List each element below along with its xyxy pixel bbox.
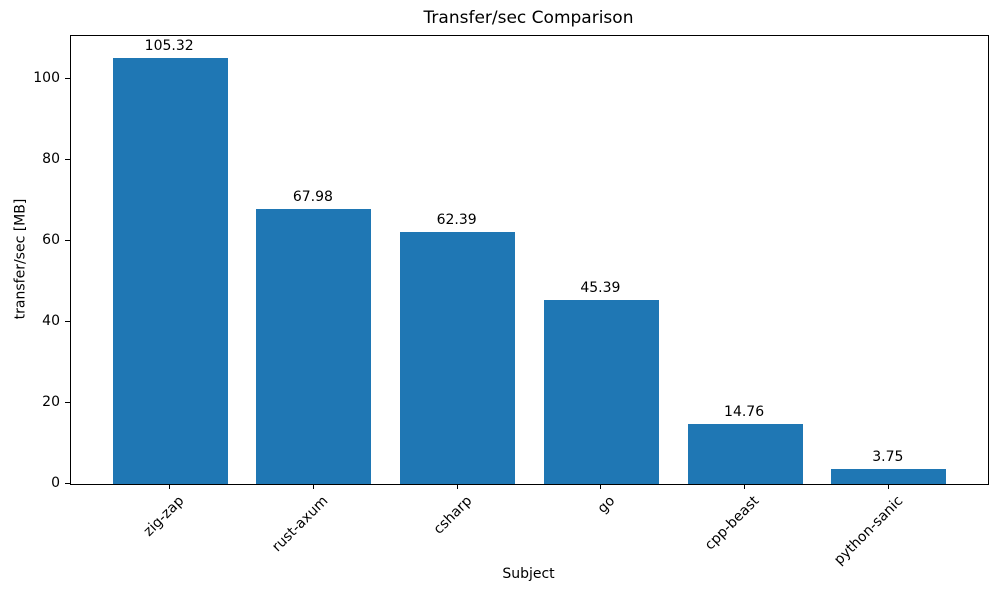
bar-value-label: 105.32 [144,37,194,54]
bar-value-label: 67.98 [292,188,333,205]
bar-value-label: 62.39 [436,211,477,228]
y-tick-label: 20 [42,394,60,411]
x-tick-label: csharp [430,493,475,538]
x-axis-label: Subject [502,566,555,582]
y-tick [65,158,70,160]
x-tick-label: python-sanic [830,493,907,569]
y-tick [65,482,70,484]
y-axis-label: transfer/sec [MB] [12,198,29,320]
plot-area [70,35,989,485]
x-tick [744,484,745,489]
y-tick-label: 100 [33,70,60,87]
y-tick-label: 80 [42,151,60,168]
bar-value-label: 14.76 [724,404,765,421]
x-tick-label: rust-axum [269,493,332,556]
y-tick [65,239,70,241]
bar-go [544,300,659,484]
bar-csharp [400,232,515,484]
x-tick-label: zig-zap [140,493,188,540]
bar-rust-axum [256,209,371,484]
y-axis-label-container: transfer/sec [MB] [0,35,40,483]
y-tick-label: 60 [42,232,60,249]
x-tick [313,484,314,489]
x-tick [457,484,458,489]
bar-zig-zap [113,58,228,484]
y-tick-label: 40 [42,313,60,330]
x-tick [169,484,170,489]
x-tick-label: go [595,493,619,517]
x-tick [888,484,889,489]
x-tick [600,484,601,489]
y-tick [65,77,70,79]
bar-value-label: 3.75 [872,448,904,465]
bar-cpp-beast [688,424,803,484]
y-tick [65,320,70,322]
x-tick-label: cpp-beast [702,493,763,554]
bar-python-sanic [831,469,946,484]
y-tick-label: 0 [51,475,60,491]
bar-value-label: 45.39 [580,280,621,297]
y-tick [65,401,70,403]
chart-title: Transfer/sec Comparison [423,8,634,28]
